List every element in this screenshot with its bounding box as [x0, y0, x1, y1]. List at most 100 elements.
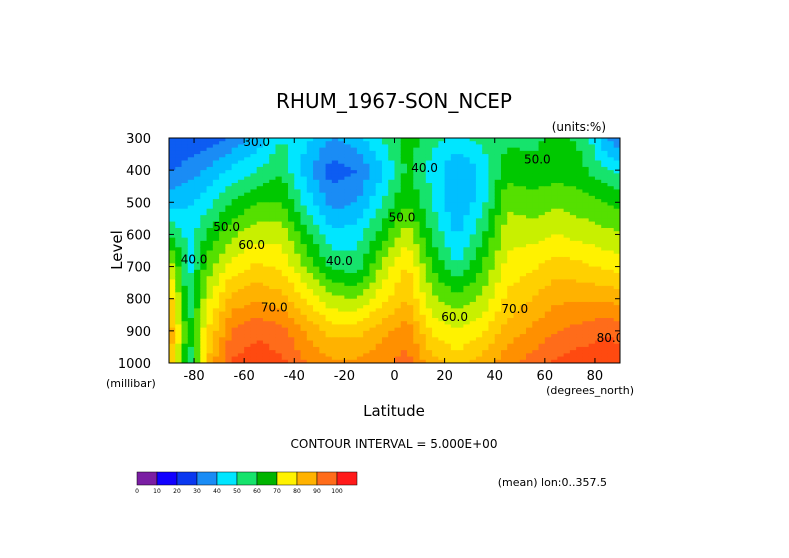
contour-cell — [288, 285, 295, 290]
contour-cell — [181, 327, 189, 332]
contour-cell — [419, 273, 427, 277]
contour-cell — [532, 170, 540, 174]
contour-cell — [475, 305, 483, 309]
contour-cell — [463, 192, 471, 197]
contour-cell — [319, 305, 327, 309]
contour-cell — [194, 144, 201, 149]
contour-cell — [569, 285, 577, 290]
contour-cell — [194, 346, 201, 351]
contour-cell — [169, 170, 176, 174]
contour-cell — [181, 189, 189, 194]
contour-cell — [438, 138, 446, 142]
contour-cell — [601, 253, 609, 258]
contour-cell — [200, 237, 208, 242]
contour-cell — [576, 144, 584, 149]
contour-cell — [187, 154, 195, 158]
contour-cell — [544, 260, 552, 264]
contour-cell — [601, 173, 609, 178]
contour-cell — [363, 150, 371, 155]
contour-cell — [469, 343, 477, 348]
contour-cell — [488, 240, 496, 245]
contour-cell — [469, 295, 477, 300]
contour-cell — [482, 337, 490, 342]
contour-cell — [356, 195, 364, 200]
contour-cell — [375, 263, 383, 268]
contour-cell — [244, 279, 252, 284]
contour-cell — [388, 186, 396, 191]
contour-cell — [250, 269, 258, 274]
contour-cell — [582, 340, 590, 345]
contour-cell — [532, 263, 540, 268]
contour-cell — [400, 266, 408, 271]
contour-cell — [576, 244, 584, 248]
contour-cell — [507, 340, 515, 345]
units-note: (units:%) — [552, 120, 606, 134]
contour-cell — [432, 147, 439, 152]
contour-cell — [407, 337, 414, 342]
contour-cell — [444, 186, 452, 191]
contour-cell — [350, 285, 358, 290]
contour-cell — [607, 266, 615, 271]
contour-cell — [482, 308, 490, 313]
contour-cell — [369, 163, 377, 168]
contour-cell — [544, 189, 552, 194]
contour-cell — [344, 240, 352, 245]
contour-cell — [594, 292, 602, 297]
contour-cell — [250, 353, 258, 358]
contour-cell — [432, 199, 439, 203]
contour-cell — [294, 176, 302, 181]
contour-cell — [219, 314, 226, 319]
contour-cell — [319, 157, 327, 162]
contour-cell — [544, 321, 552, 326]
contour-cell — [237, 324, 245, 329]
contour-cell — [419, 221, 427, 226]
contour-cell — [551, 189, 558, 194]
contour-cell — [294, 144, 302, 149]
contour-cell — [400, 340, 408, 345]
contour-cell — [194, 269, 201, 274]
contour-cell — [582, 263, 590, 268]
contour-cell — [313, 253, 320, 258]
contour-cell — [288, 231, 295, 236]
contour-cell — [400, 237, 408, 242]
contour-cell — [219, 289, 226, 293]
contour-cell — [563, 215, 571, 219]
contour-cell — [194, 292, 201, 297]
contour-cell — [432, 295, 439, 300]
contour-cell — [569, 211, 577, 216]
contour-cell — [356, 330, 364, 335]
contour-cell — [325, 202, 333, 207]
contour-cell — [206, 202, 214, 207]
contour-cell — [563, 353, 571, 358]
contour-cell — [250, 208, 258, 213]
contour-cell — [225, 356, 233, 361]
contour-cell — [582, 237, 590, 242]
contour-cell — [444, 250, 452, 255]
contour-cell — [300, 263, 308, 268]
contour-cell — [438, 311, 446, 316]
contour-cell — [219, 138, 226, 142]
contour-cell — [219, 318, 226, 322]
contour-cell — [350, 202, 358, 207]
contour-cell — [475, 324, 483, 329]
contour-cell — [350, 308, 358, 313]
contour-cell — [526, 330, 533, 335]
contour-cell — [388, 256, 396, 261]
contour-cell — [262, 343, 270, 348]
contour-cell — [394, 179, 402, 184]
contour-cell — [388, 263, 396, 268]
contour-cell — [350, 324, 358, 329]
contour-cell — [407, 234, 414, 239]
contour-cell — [526, 234, 533, 239]
contour-cell — [219, 170, 226, 174]
contour-cell — [488, 298, 496, 303]
contour-cell — [400, 279, 408, 284]
contour-cell — [425, 211, 433, 216]
contour-cell — [306, 237, 314, 242]
contour-cell — [425, 276, 433, 281]
contour-cell — [375, 256, 383, 261]
contour-cell — [400, 314, 408, 319]
contour-cell — [607, 318, 615, 322]
contour-cell — [300, 305, 308, 309]
contour-cell — [231, 215, 239, 219]
